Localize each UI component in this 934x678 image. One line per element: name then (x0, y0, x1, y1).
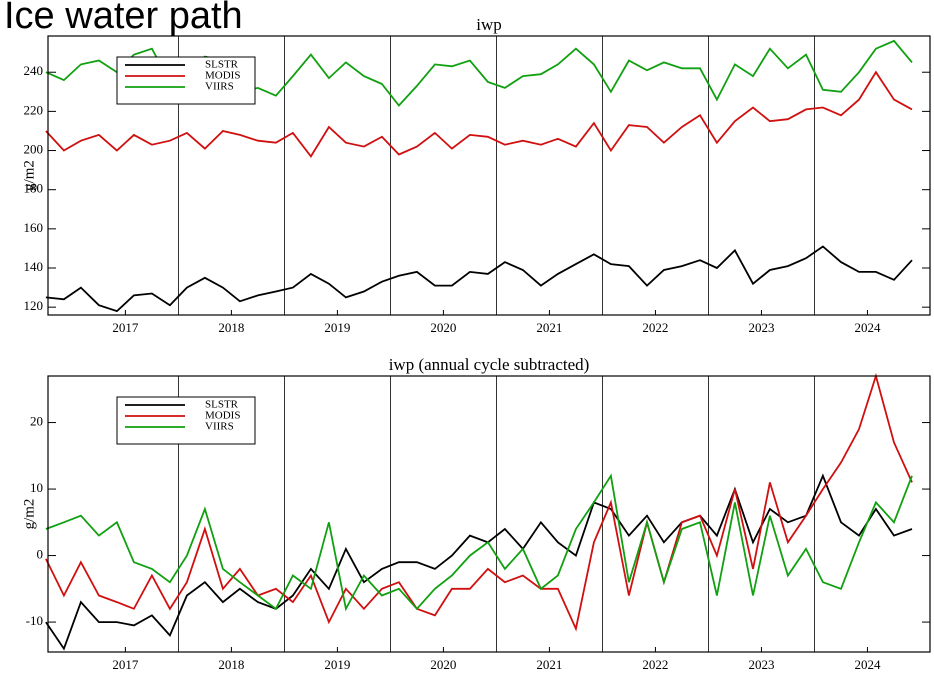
x-tick-label: 2021 (536, 657, 562, 672)
x-tick-label: 2017 (112, 320, 139, 335)
plot-frame (47, 35, 931, 316)
x-tick-label: 2023 (748, 657, 774, 672)
legend-label: MODIS (205, 70, 240, 82)
y-tick-label: 200 (24, 142, 44, 157)
series-line (45, 70, 913, 158)
y-tick-label: 0 (37, 547, 44, 562)
legend-box (116, 56, 256, 105)
series-line (45, 473, 913, 612)
x-tick-label: 2022 (642, 320, 668, 335)
x-tick-label: 2019 (324, 657, 350, 672)
y-axis-label: g/m2 (21, 160, 37, 191)
x-tick-label: 2018 (218, 320, 244, 335)
series-line (45, 372, 913, 632)
legend-label: SLSTR (205, 59, 239, 71)
series-line (45, 245, 913, 313)
x-tick-label: 2021 (536, 320, 562, 335)
x-tick-label: 2020 (430, 657, 456, 672)
y-tick-label: -10 (26, 613, 43, 628)
x-tick-label: 2024 (854, 657, 881, 672)
y-tick-label: 180 (24, 181, 44, 196)
x-tick-label: 2022 (642, 657, 668, 672)
x-tick-label: 2018 (218, 657, 244, 672)
x-tick-label: 2023 (748, 320, 774, 335)
plot-frame (47, 375, 931, 653)
legend-label: VIIRS (205, 421, 234, 433)
y-tick-label: 20 (30, 414, 43, 429)
y-tick-label: 220 (24, 102, 44, 117)
series-line (45, 473, 913, 651)
legend-label: MODIS (205, 410, 240, 422)
x-tick-label: 2017 (112, 657, 139, 672)
y-tick-label: 120 (24, 298, 44, 313)
legend-label: SLSTR (205, 399, 239, 411)
y-tick-label: 140 (24, 259, 44, 274)
x-tick-label: 2019 (324, 320, 350, 335)
page-title: Ice water path (4, 0, 243, 37)
y-tick-label: 240 (24, 63, 44, 78)
x-tick-label: 2024 (854, 320, 881, 335)
chart-title: iwp (476, 15, 502, 34)
y-tick-label: 160 (24, 220, 44, 235)
chart-title: iwp (annual cycle subtracted) (389, 355, 590, 374)
x-tick-label: 2020 (430, 320, 456, 335)
y-tick-label: 10 (30, 480, 43, 495)
y-axis-label: g/m2 (21, 499, 37, 530)
legend-label: VIIRS (205, 81, 234, 93)
